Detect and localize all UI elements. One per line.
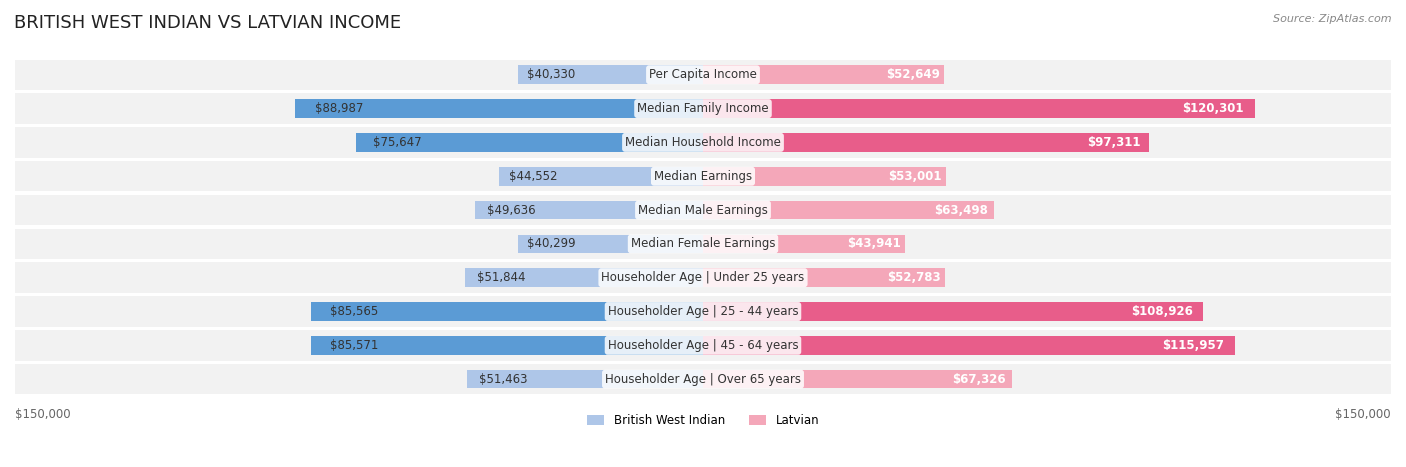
- Text: $97,311: $97,311: [1087, 136, 1140, 149]
- Bar: [517, 65, 703, 84]
- Text: $115,957: $115,957: [1163, 339, 1225, 352]
- Text: $88,987: $88,987: [315, 102, 364, 115]
- Text: $51,844: $51,844: [477, 271, 526, 284]
- Bar: [703, 201, 994, 219]
- Text: $150,000: $150,000: [15, 408, 70, 421]
- Bar: [311, 302, 703, 321]
- Text: $43,941: $43,941: [846, 237, 900, 250]
- Text: $75,647: $75,647: [374, 136, 422, 149]
- Text: $150,000: $150,000: [1336, 408, 1391, 421]
- Legend: British West Indian, Latvian: British West Indian, Latvian: [582, 410, 824, 432]
- Text: $53,001: $53,001: [887, 170, 941, 183]
- Bar: [465, 269, 703, 287]
- Text: $85,565: $85,565: [330, 305, 378, 318]
- Text: $40,330: $40,330: [527, 68, 575, 81]
- Text: Householder Age | Over 65 years: Householder Age | Over 65 years: [605, 373, 801, 386]
- Bar: [703, 302, 1202, 321]
- Bar: [15, 296, 1391, 327]
- Bar: [703, 370, 1012, 389]
- Bar: [519, 234, 703, 253]
- Bar: [703, 99, 1254, 118]
- Text: Median Male Earnings: Median Male Earnings: [638, 204, 768, 217]
- Text: Median Female Earnings: Median Female Earnings: [631, 237, 775, 250]
- Text: Median Household Income: Median Household Income: [626, 136, 780, 149]
- Text: Per Capita Income: Per Capita Income: [650, 68, 756, 81]
- Text: $120,301: $120,301: [1182, 102, 1244, 115]
- Text: Median Earnings: Median Earnings: [654, 170, 752, 183]
- Text: $49,636: $49,636: [486, 204, 536, 217]
- Bar: [15, 364, 1391, 394]
- Bar: [703, 133, 1149, 152]
- Bar: [15, 59, 1391, 90]
- Text: BRITISH WEST INDIAN VS LATVIAN INCOME: BRITISH WEST INDIAN VS LATVIAN INCOME: [14, 14, 401, 32]
- Text: $108,926: $108,926: [1130, 305, 1192, 318]
- Bar: [703, 167, 946, 185]
- Text: Householder Age | 25 - 44 years: Householder Age | 25 - 44 years: [607, 305, 799, 318]
- Bar: [703, 234, 904, 253]
- Bar: [499, 167, 703, 185]
- Bar: [15, 229, 1391, 259]
- Bar: [15, 93, 1391, 124]
- Text: $52,649: $52,649: [886, 68, 939, 81]
- Bar: [467, 370, 703, 389]
- Text: Householder Age | Under 25 years: Householder Age | Under 25 years: [602, 271, 804, 284]
- Bar: [703, 336, 1234, 354]
- Text: Householder Age | 45 - 64 years: Householder Age | 45 - 64 years: [607, 339, 799, 352]
- Text: $67,326: $67,326: [952, 373, 1005, 386]
- Text: $44,552: $44,552: [509, 170, 557, 183]
- Text: $63,498: $63,498: [935, 204, 988, 217]
- Bar: [703, 269, 945, 287]
- Text: $85,571: $85,571: [330, 339, 378, 352]
- Text: $51,463: $51,463: [479, 373, 527, 386]
- Bar: [15, 127, 1391, 158]
- Bar: [15, 330, 1391, 361]
- Bar: [15, 262, 1391, 293]
- Bar: [356, 133, 703, 152]
- Text: Source: ZipAtlas.com: Source: ZipAtlas.com: [1274, 14, 1392, 24]
- Bar: [475, 201, 703, 219]
- Text: $40,299: $40,299: [527, 237, 576, 250]
- Text: $52,783: $52,783: [887, 271, 941, 284]
- Bar: [15, 195, 1391, 225]
- Bar: [15, 161, 1391, 191]
- Bar: [295, 99, 703, 118]
- Bar: [311, 336, 703, 354]
- Text: Median Family Income: Median Family Income: [637, 102, 769, 115]
- Bar: [703, 65, 945, 84]
